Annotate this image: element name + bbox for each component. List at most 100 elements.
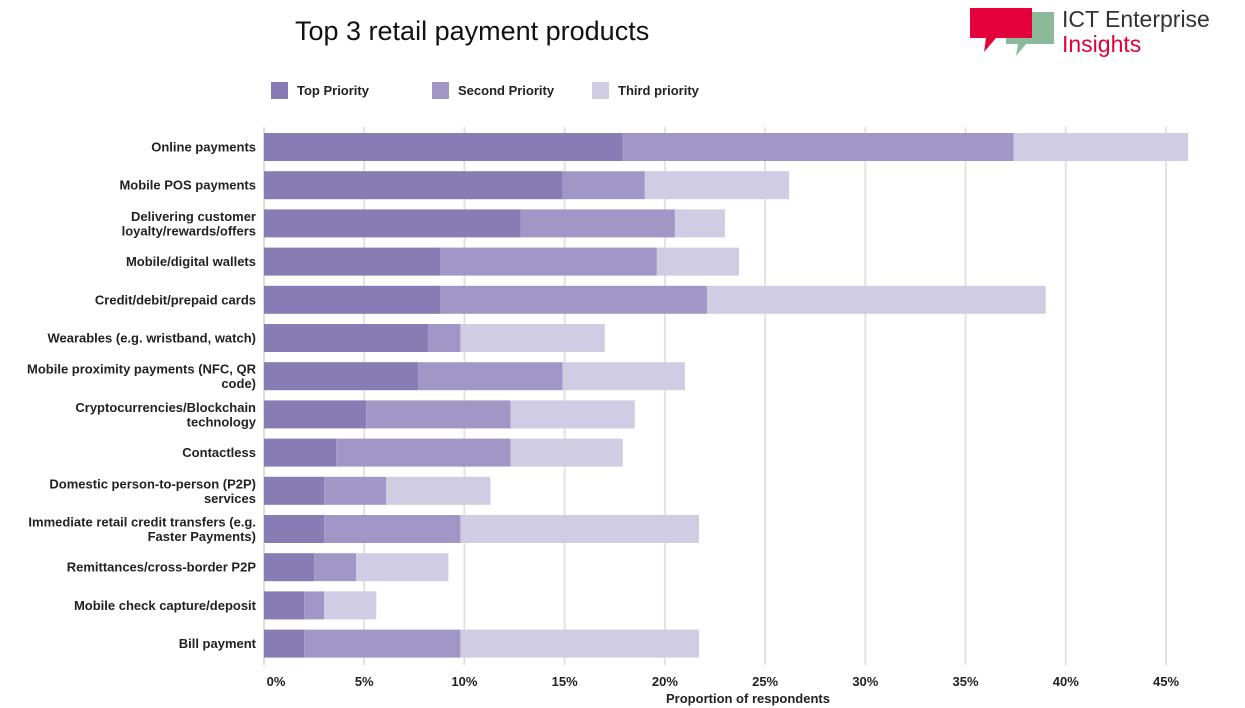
x-tick-label-1: 5% — [355, 674, 374, 689]
category-label-line: Mobile check capture/deposit — [74, 598, 257, 613]
x-tick-label-0: 0% — [267, 674, 286, 689]
category-label-line: Mobile/digital wallets — [126, 254, 256, 269]
bar-top-priority-mobile-digital-wallets — [264, 247, 441, 276]
category-label-line: Credit/debit/prepaid cards — [95, 292, 256, 307]
bar-second-priority-mobile-proximity-payments-nfc-qr-code — [418, 362, 563, 391]
x-tick-label-5: 25% — [752, 674, 778, 689]
category-label-line: code) — [221, 376, 256, 391]
category-label-line: Bill payment — [179, 636, 257, 651]
category-label-remittances-cross-border-p2p: Remittances/cross-border P2P — [67, 560, 257, 575]
x-tick-label-4: 20% — [652, 674, 678, 689]
bar-top-priority-credit-debit-prepaid-cards — [264, 285, 441, 314]
bar-second-priority-immediate-retail-credit-transfers-e-g-faster-payments — [324, 515, 461, 543]
bar-third-priority-remittances-cross-border-p2p — [356, 553, 449, 582]
bar-third-priority-mobile-pos-payments — [644, 171, 790, 200]
bar-third-priority-immediate-retail-credit-transfers-e-g-faster-payments — [460, 515, 699, 543]
category-label-line: Mobile proximity payments (NFC, QR — [27, 362, 257, 377]
category-label-line: Delivering customer — [131, 209, 256, 224]
bar-second-priority-online-payments — [622, 133, 1014, 161]
bar-third-priority-delivering-customer-loyalty-rewards-offers — [674, 209, 726, 238]
bar-top-priority-immediate-retail-credit-transfers-e-g-faster-payments — [264, 515, 325, 543]
bar-top-priority-mobile-check-capture-deposit — [264, 591, 305, 620]
category-label-contactless: Contactless — [182, 445, 256, 460]
bar-second-priority-delivering-customer-loyalty-rewards-offers — [520, 209, 675, 238]
legend-label-third-priority: Third priority — [618, 83, 699, 98]
legend-swatch-top-priority — [271, 82, 288, 99]
speech-bubbles-icon — [970, 8, 1054, 56]
category-label-line: technology — [187, 414, 257, 429]
category-label-online-payments: Online payments — [151, 140, 256, 155]
x-axis-title: Proportion of respondents — [666, 691, 830, 706]
bar-third-priority-mobile-check-capture-deposit — [324, 591, 377, 620]
category-label-line: Mobile POS payments — [119, 178, 256, 193]
category-label-mobile-proximity-payments-nfc-qr-code: Mobile proximity payments (NFC, QR code) — [27, 362, 257, 392]
chart-title: Top 3 retail payment products — [295, 16, 650, 46]
legend-swatch-second-priority — [432, 82, 449, 99]
category-label-line: Faster Payments) — [148, 529, 256, 544]
category-label-immediate-retail-credit-transfers-e-g-faster-payments: Immediate retail credit transfers (e.g. F… — [28, 515, 256, 545]
x-tick-label-8: 40% — [1053, 674, 1079, 689]
category-label-mobile-check-capture-deposit: Mobile check capture/deposit — [74, 598, 257, 613]
category-label-line: Cryptocurrencies/Blockchain — [75, 400, 256, 415]
bar-second-priority-contactless — [336, 438, 511, 467]
bar-second-priority-bill-payment — [304, 629, 461, 658]
bar-second-priority-credit-debit-prepaid-cards — [440, 285, 707, 314]
bar-top-priority-online-payments — [264, 133, 623, 161]
category-label-mobile-digital-wallets: Mobile/digital wallets — [126, 254, 256, 269]
x-tick-label-6: 30% — [852, 674, 878, 689]
bar-top-priority-contactless — [264, 438, 337, 467]
legend-label-second-priority: Second Priority — [458, 83, 555, 98]
bar-top-priority-delivering-customer-loyalty-rewards-offers — [264, 209, 521, 238]
bar-third-priority-domestic-person-to-person-p2p-services — [386, 476, 491, 505]
bar-third-priority-wearables-e-g-wristband-watch — [460, 324, 605, 352]
bar-second-priority-cryptocurrencies-blockchain-technology — [366, 400, 511, 429]
logo-text-ict-enterprise: ICT Enterprise — [1062, 6, 1210, 32]
bar-third-priority-credit-debit-prepaid-cards — [706, 285, 1046, 314]
bar-top-priority-bill-payment — [264, 629, 305, 658]
category-label-credit-debit-prepaid-cards: Credit/debit/prepaid cards — [95, 292, 256, 307]
legend-swatch-third-priority — [592, 82, 609, 99]
logo-text-insights: Insights — [1062, 31, 1142, 57]
bar-third-priority-mobile-digital-wallets — [656, 247, 740, 276]
legend: Top Priority Second Priority Third prior… — [0, 82, 1245, 104]
bar-top-priority-wearables-e-g-wristband-watch — [264, 324, 429, 352]
bar-second-priority-remittances-cross-border-p2p — [314, 553, 357, 582]
category-label-domestic-person-to-person-p2p-services: Domestic person-to-person (P2P) services — [49, 476, 256, 506]
bar-third-priority-mobile-proximity-payments-nfc-qr-code — [562, 362, 685, 391]
x-tick-label-2: 10% — [451, 674, 477, 689]
category-label-line: Contactless — [182, 445, 256, 460]
bar-top-priority-mobile-pos-payments — [264, 171, 563, 200]
bar-second-priority-mobile-check-capture-deposit — [304, 591, 325, 620]
bar-second-priority-wearables-e-g-wristband-watch — [428, 324, 461, 352]
category-label-line: Domestic person-to-person (P2P) — [49, 476, 256, 491]
category-label-line: Immediate retail credit transfers (e.g. — [28, 515, 256, 530]
bar-second-priority-mobile-pos-payments — [562, 171, 645, 200]
category-label-mobile-pos-payments: Mobile POS payments — [119, 178, 256, 193]
category-label-wearables-e-g-wristband-watch: Wearables (e.g. wristband, watch) — [47, 331, 256, 346]
legend-item-third-priority: Third priority — [592, 82, 699, 99]
category-label-line: Remittances/cross-border P2P — [67, 560, 257, 575]
category-label-line: loyalty/rewards/offers — [122, 223, 256, 238]
bar-top-priority-domestic-person-to-person-p2p-services — [264, 476, 325, 505]
bar-third-priority-online-payments — [1013, 133, 1189, 161]
x-tick-label-9: 45% — [1153, 674, 1179, 689]
legend-item-top-priority: Top Priority — [271, 82, 369, 99]
category-label-delivering-customer-loyalty-rewards-offers: Delivering customer loyalty/rewards/offer… — [122, 209, 256, 239]
x-tick-label-3: 15% — [552, 674, 578, 689]
x-tick-label-7: 35% — [953, 674, 979, 689]
bar-second-priority-domestic-person-to-person-p2p-services — [324, 476, 387, 505]
category-label-cryptocurrencies-blockchain-technology: Cryptocurrencies/Blockchain technology — [75, 400, 256, 430]
bar-second-priority-mobile-digital-wallets — [440, 247, 657, 276]
bar-third-priority-bill-payment — [460, 629, 699, 658]
bar-top-priority-mobile-proximity-payments-nfc-qr-code — [264, 362, 419, 391]
category-label-line: Online payments — [151, 140, 256, 155]
bar-top-priority-cryptocurrencies-blockchain-technology — [264, 400, 367, 429]
bar-top-priority-remittances-cross-border-p2p — [264, 553, 315, 582]
legend-label-top-priority: Top Priority — [297, 83, 369, 98]
bar-third-priority-contactless — [510, 438, 623, 467]
ict-enterprise-insights-logo: ICT Enterprise Insights — [966, 4, 1236, 62]
bar-third-priority-cryptocurrencies-blockchain-technology — [510, 400, 635, 429]
category-label-line: services — [204, 491, 256, 506]
category-label-line: Wearables (e.g. wristband, watch) — [47, 331, 256, 346]
